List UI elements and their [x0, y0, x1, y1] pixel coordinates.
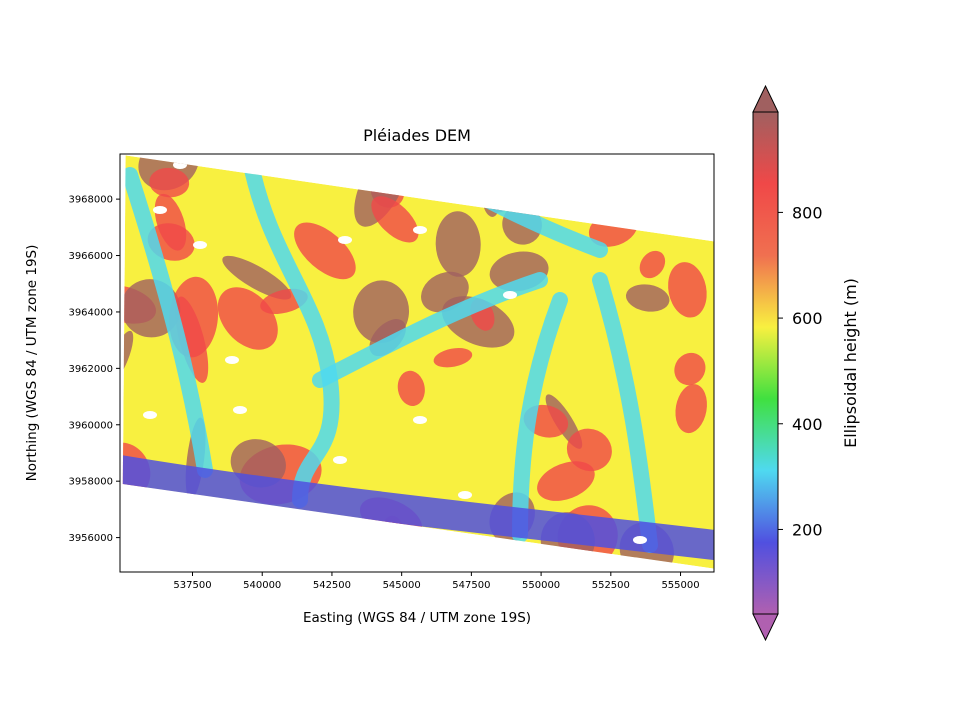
x-tick-label: 550000 [522, 580, 560, 591]
x-tick-label: 537500 [173, 580, 211, 591]
valley-line [122, 455, 715, 560]
ridge-patch [157, 508, 226, 551]
x-tick-label: 555000 [661, 580, 699, 591]
y-axis-label: Northing (WGS 84 / UTM zone 19S) [24, 245, 40, 482]
ridge-patch [139, 519, 195, 563]
x-tick-label: 542500 [313, 580, 351, 591]
ridge-patch [222, 255, 292, 300]
ridge-patch [668, 262, 707, 318]
ridge-patch [674, 352, 706, 386]
chart-title: Pléiades DEM [363, 126, 471, 145]
colorbar-gradient [753, 112, 778, 614]
ridge-patch [353, 280, 410, 343]
ridge-patch [397, 370, 425, 406]
data-void [143, 411, 157, 419]
data-void [333, 456, 347, 464]
data-void [233, 406, 247, 414]
ridge-patch [435, 211, 481, 277]
valley-line [512, 292, 568, 543]
ridge-patch [122, 330, 134, 385]
colorbar-frame [752, 111, 779, 615]
x-tick-label: 552500 [592, 580, 630, 591]
data-void [193, 241, 207, 249]
ridge-patch [371, 196, 419, 243]
dem-image [122, 155, 715, 569]
y-tick-label: 3960000 [68, 420, 113, 431]
y-ticks: 3956000 3958000 3960000 3962000 3964000 39660… [68, 195, 120, 544]
x-tick-label: 540000 [243, 580, 281, 591]
colorbar-tick-label: 400 [792, 415, 823, 434]
ridge-patch [566, 428, 612, 472]
data-void [338, 236, 352, 244]
y-tick-label: 3962000 [68, 364, 113, 375]
y-tick-label: 3958000 [68, 477, 113, 488]
x-tick-label: 545000 [383, 580, 421, 591]
data-void [413, 416, 427, 424]
colorbar-tick-label: 800 [792, 203, 823, 222]
data-voids [143, 161, 647, 544]
y-tick-label: 3966000 [68, 251, 113, 262]
colorbar: 200 400 600 800 Ellipsoidal height (m) [752, 84, 860, 642]
y-tick-label: 3968000 [68, 195, 113, 206]
data-void [458, 491, 472, 499]
colorbar-extend-min [752, 613, 779, 642]
data-void [413, 226, 427, 234]
data-void [503, 291, 517, 299]
valley-layer [122, 155, 715, 560]
data-void [225, 356, 239, 364]
colorbar-label: Ellipsoidal height (m) [841, 278, 860, 448]
x-tick-label: 547500 [452, 580, 490, 591]
ridge-patch [294, 222, 356, 280]
colorbar-ticks: 200 400 600 800 [778, 203, 823, 539]
ridge-patch [675, 384, 707, 434]
colorbar-extend-max [752, 84, 779, 113]
ridge-patch [537, 461, 595, 501]
y-tick-label: 3964000 [68, 307, 113, 318]
ridge-patch [390, 156, 437, 195]
valley-line [122, 167, 213, 478]
colorbar-tick-label: 200 [792, 520, 823, 539]
ridge-patch [639, 172, 670, 224]
ridge-patch [142, 493, 192, 550]
ridge-patch [433, 348, 473, 368]
x-ticks: 537500 540000 542500 545000 547500 550000 5525… [173, 572, 700, 591]
ridge-patch [491, 159, 530, 213]
y-tick-label: 3956000 [68, 533, 113, 544]
ridge-patch [639, 250, 666, 279]
axes-frame [119, 153, 715, 573]
ridge-patch [625, 284, 670, 312]
data-void [633, 536, 647, 544]
data-void [153, 206, 167, 214]
ridge-patch [292, 155, 341, 182]
x-axis-label: Easting (WGS 84 / UTM zone 19S) [303, 610, 531, 626]
valley-line [592, 272, 658, 553]
data-void [173, 161, 187, 169]
ridge-patch [304, 522, 348, 569]
ridge-patch [149, 167, 190, 198]
plot-area: 537500 540000 542500 545000 547500 550000 5525… [68, 153, 715, 591]
colorbar-tick-label: 600 [792, 309, 823, 328]
